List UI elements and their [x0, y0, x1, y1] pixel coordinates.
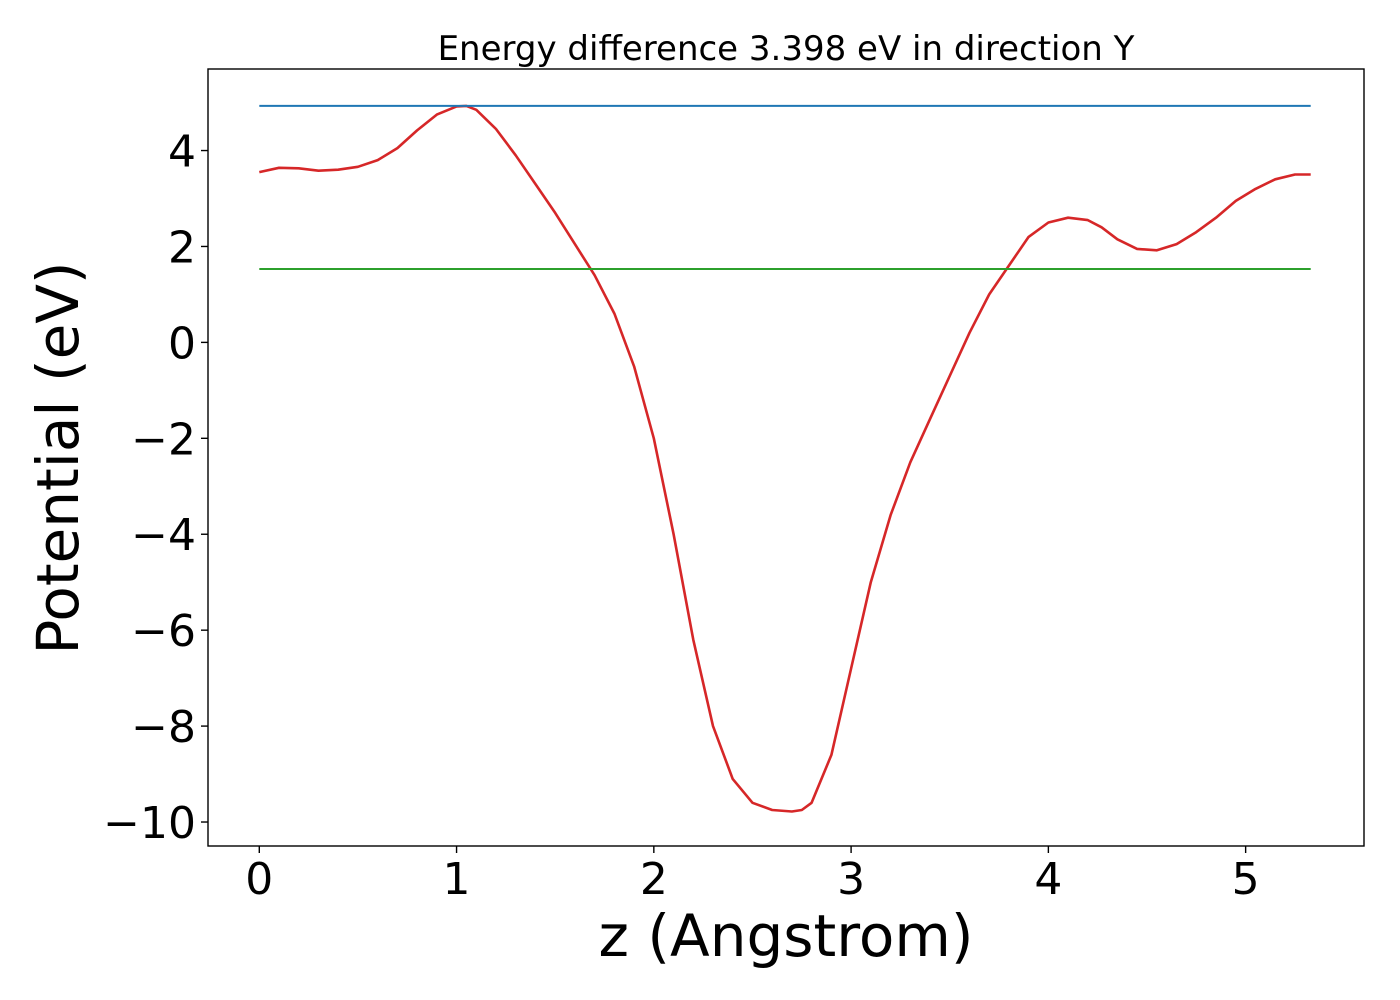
- x-axis-label: z (Angstrom): [599, 902, 974, 970]
- y-tick-label: −6: [131, 606, 196, 657]
- y-tick-label: 4: [168, 127, 196, 178]
- x-tick-label: 1: [443, 854, 471, 905]
- series-layer: [259, 104, 1311, 813]
- chart-title: Energy difference 3.398 eV in direction …: [438, 29, 1135, 69]
- x-tick-label: 4: [1034, 854, 1062, 905]
- y-tick-label: −10: [103, 798, 196, 849]
- y-axis-ticks: −10 −8 −6 −4 −2 0 2 4: [103, 127, 208, 849]
- y-tick-label: −4: [131, 510, 196, 561]
- y-axis-label: Potential (eV): [24, 261, 92, 654]
- x-tick-label: 0: [245, 854, 273, 905]
- plot-frame: [207, 68, 1365, 847]
- y-tick-label: 0: [168, 318, 196, 369]
- x-axis-ticks: 0 1 2 3 4 5: [245, 846, 1260, 905]
- series-line-0: [259, 104, 1311, 813]
- x-tick-label: 5: [1232, 854, 1260, 905]
- x-tick-label: 2: [640, 854, 668, 905]
- y-tick-label: −2: [131, 414, 196, 465]
- y-tick-label: 2: [168, 222, 196, 273]
- y-tick-label: −8: [131, 702, 196, 753]
- x-tick-label: 3: [837, 854, 865, 905]
